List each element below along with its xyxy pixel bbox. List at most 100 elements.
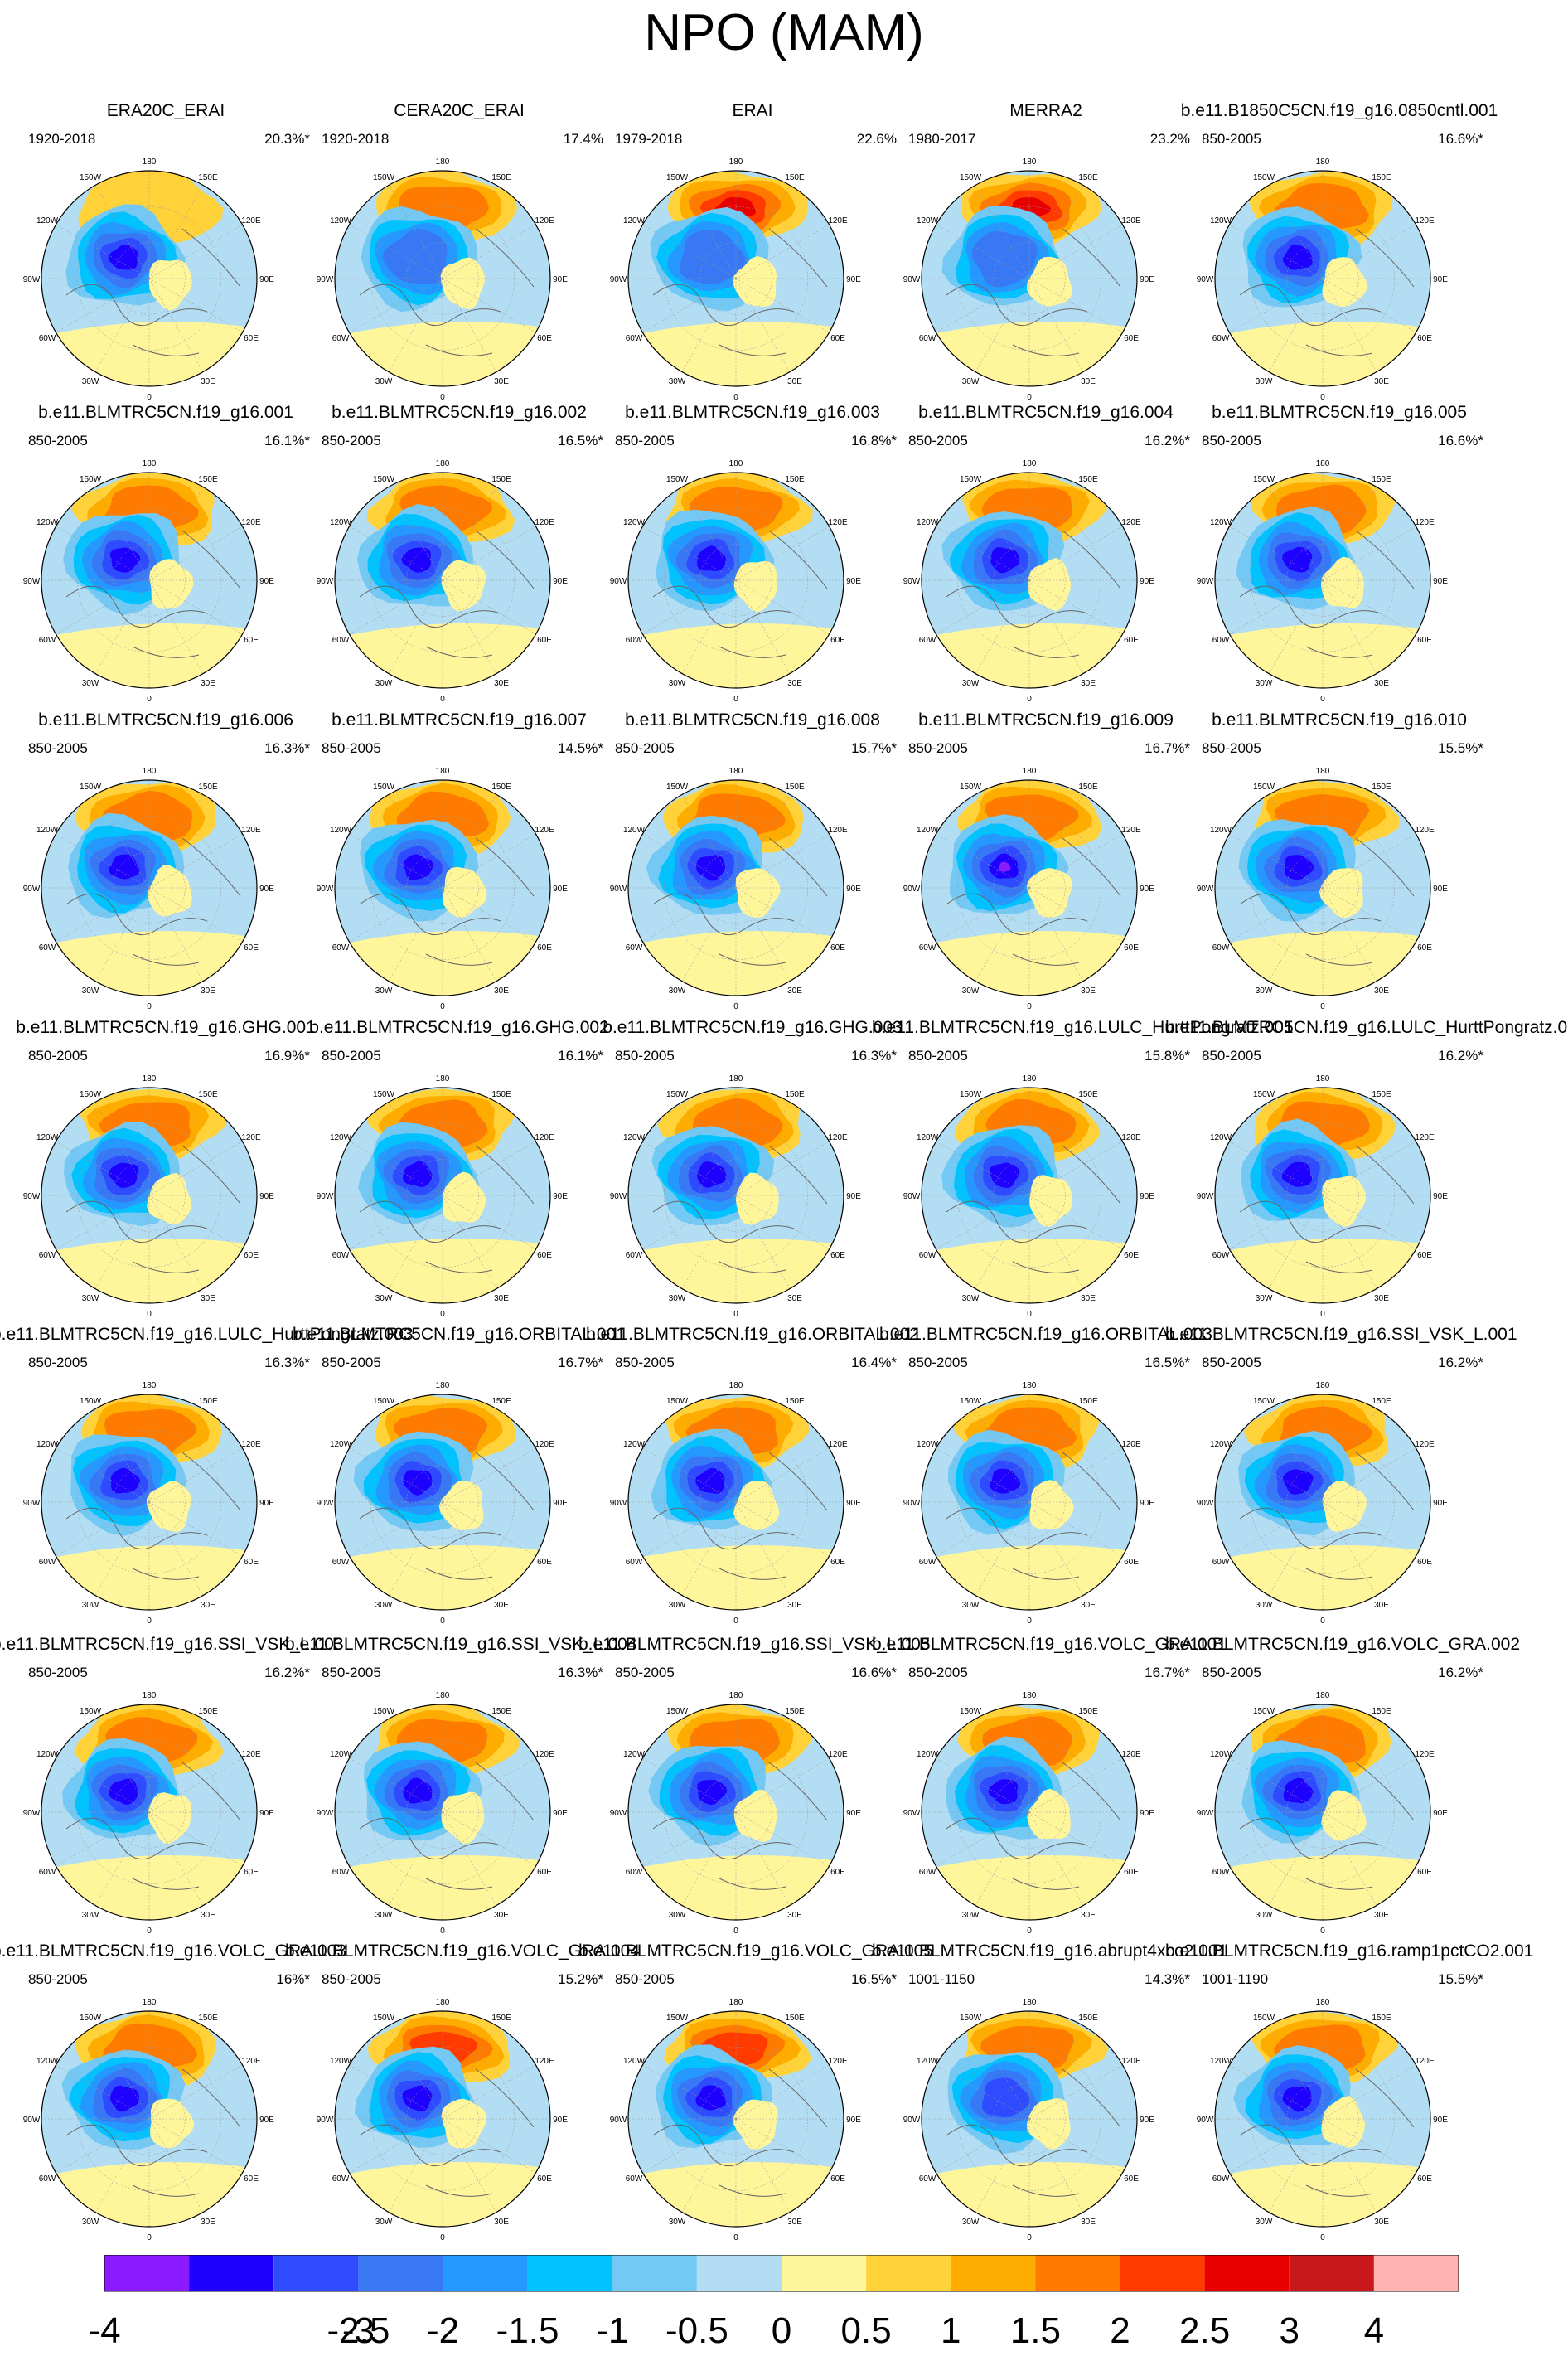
polar-map: 180 150W 150E 120W 120E 90W 90E 60W 60E 30W 30E 0 [1197,1381,1449,1626]
longitude-label: 30W [1256,2218,1273,2227]
positive-belt [41,2162,257,2227]
longitude-label: 150E [198,1707,218,1716]
longitude-label: 180 [143,1381,157,1390]
coastline [65,2068,241,2197]
longitude-label: 30W [1256,1601,1273,1610]
longitude-label: 150W [960,173,982,182]
longitude-label: 150W [666,1090,689,1099]
panel-title: b.e11.BLMTRC5CN.f19_g16.VOLC_GRA.001 [872,1635,1227,1654]
longitude-label: 90W [317,885,334,894]
longitude-label: 60W [1212,2174,1230,2184]
positive-belt [628,931,844,996]
map-border [1214,2010,1431,2228]
longitude-label: 150E [198,475,218,484]
secondary-positive-lobe [1027,1788,1071,1840]
secondary-positive-lobe [440,257,485,310]
positive-belt [628,1545,844,1610]
panel-variance: 16.5%* [1145,1355,1190,1370]
polar-map: 180 150W 150E 120W 120E 90W 90E 60W 60E 30W 30E 0 [1197,767,1449,1011]
negative-anomaly-contour [110,1467,141,1494]
secondary-positive-lobe [1319,868,1363,919]
longitude-label: 60E [1417,334,1432,343]
longitude-label: 90W [1197,1499,1214,1508]
longitude-label: 30E [787,377,802,386]
longitude-label: 120E [241,1750,261,1759]
map-panel: CERA20C_ERAI 1920-2018 17.4% 180 150W 150E 120… [310,101,608,411]
map-panel: b.e11.BLMTRC5CN.f19_g16.LULC_HurttPongra… [0,1325,414,1635]
panel-title: b.e11.B1850C5CN.f19_g16.0850cntl.001 [1180,101,1498,120]
longitude-label: 120E [241,826,261,835]
polar-map: 180 150W 150E 120W 120E 90W 90E 60W 60E 30W 30E 0 [903,1998,1155,2242]
coastline [652,228,828,356]
longitude-label: 90W [903,1499,921,1508]
longitude-label: 30W [669,2218,686,2227]
longitude-label: 90W [610,1499,627,1508]
colorbar-swatch [1035,2255,1120,2291]
secondary-positive-lobe [1028,558,1072,611]
longitude-label: 60W [1212,334,1230,343]
longitude-label: 30W [669,377,686,386]
longitude-label: 30W [669,987,686,996]
map-border [334,1704,551,1921]
longitude-label: 90E [846,577,861,586]
panel-title: b.e11.BLMTRC5CN.f19_g16.ORBITAL.002 [586,1325,919,1344]
longitude-label: 30W [962,1294,980,1303]
longitude-label: 180 [436,767,450,776]
longitude-label: 0 [147,695,152,704]
longitude-label: 30E [494,987,509,996]
panel-title: b.e11.BLMTRC5CN.f19_g16.VOLC_GRA.005 [578,1942,933,1961]
panel-variance: 16.6%* [1438,433,1483,448]
coastline [946,1762,1121,1890]
map-panel: b.e11.BLMTRC5CN.f19_g16.007 850-2005 14.5%… [310,710,608,1020]
longitude-label: 150E [1078,475,1098,484]
negative-anomaly-contour [109,854,140,880]
map-border [921,779,1138,996]
panel-title: b.e11.BLMTRC5CN.f19_g16.LULC_HurttPongra… [872,1018,1294,1037]
longitude-label: 120W [330,1440,352,1449]
longitude-label: 30W [962,377,980,386]
longitude-label: 90W [903,1192,921,1201]
longitude-label: 0 [733,1927,738,1936]
longitude-label: 120W [330,1750,352,1759]
longitude-label: 60W [39,2174,56,2184]
longitude-label: 0 [440,1927,445,1936]
map-panel: b.e11.BLMTRC5CN.f19_g16.abrupt4xco2.001 1… [872,1942,1227,2252]
longitude-label: 120E [828,1133,848,1142]
longitude-label: 180 [1316,459,1330,468]
longitude-label: 120E [1415,1133,1435,1142]
polar-map: 180 150W 150E 120W 120E 90W 90E 60W 60E 30W 30E 0 [1197,1074,1449,1319]
longitude-label: 60W [1212,943,1230,953]
polar-map: 180 150W 150E 120W 120E 90W 90E 60W 60E 30W 30E 0 [23,459,275,704]
longitude-label: 120W [36,826,59,835]
positive-belt [1215,1545,1430,1610]
longitude-label: 120W [1210,1133,1232,1142]
longitude-label: 0 [147,2233,152,2242]
longitude-label: 30W [375,377,393,386]
longitude-label: 60W [332,2174,350,2184]
longitude-label: 0 [147,1002,152,1011]
secondary-positive-lobe [1321,2096,1365,2149]
longitude-label: 120W [330,518,352,527]
longitude-label: 120W [917,1440,939,1449]
panel-title: b.e11.BLMTRC5CN.f19_g16.002 [332,403,587,422]
colorbar-swatch [273,2255,359,2291]
longitude-label: 60W [39,1868,56,1877]
polar-map: 180 150W 150E 120W 120E 90W 90E 60W 60E 30W 30E 0 [23,1998,275,2242]
longitude-label: 60E [537,1251,552,1260]
longitude-label: 180 [436,1691,450,1700]
panel-variance: 16.7%* [1145,1665,1190,1680]
panel-period: 850-2005 [1202,433,1261,448]
longitude-label: 120E [1415,216,1435,225]
longitude-label: 150E [198,1090,218,1099]
longitude-label: 180 [1316,1381,1330,1390]
longitude-label: 60W [919,1251,936,1260]
panel-title: b.e11.BLMTRC5CN.f19_g16.abrupt4xco2.001 [872,1942,1228,1961]
longitude-label: 90W [23,885,41,894]
longitude-label: 150W [1253,173,1275,182]
longitude-label: 120E [1121,216,1141,225]
positive-belt [41,931,257,996]
positive-belt [922,1545,1137,1610]
map-border [627,1394,844,1611]
colorbar: -4 -3-2.5 -2 -1.5 -1 -0.5 0 0.5 1 1.5 2 2.5 3 4 [88,2255,1459,2351]
positive-belt [1215,931,1430,996]
